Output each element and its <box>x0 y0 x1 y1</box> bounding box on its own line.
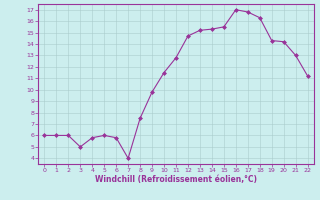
X-axis label: Windchill (Refroidissement éolien,°C): Windchill (Refroidissement éolien,°C) <box>95 175 257 184</box>
